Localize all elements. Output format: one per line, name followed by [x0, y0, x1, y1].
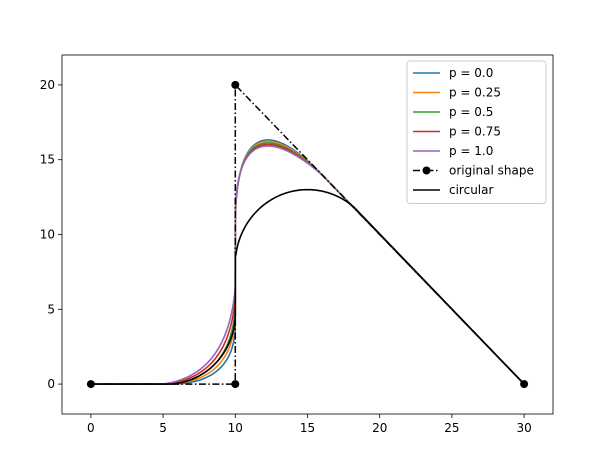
plot-curves: [90, 83, 525, 385]
series-line: [90, 145, 525, 385]
plot-markers: [86, 80, 529, 389]
original-shape-marker: [520, 380, 529, 389]
x-tick-label: 20: [372, 421, 387, 435]
legend-marker: [422, 166, 431, 175]
y-tick-label: 5: [47, 302, 55, 316]
x-tick-label: 0: [87, 421, 95, 435]
original-shape-marker: [86, 380, 95, 389]
y-tick-label: 0: [47, 377, 55, 391]
x-tick-label: 5: [159, 421, 167, 435]
legend-label: p = 0.0: [449, 66, 493, 80]
original-shape-marker: [231, 380, 240, 389]
x-tick-label: 30: [516, 421, 531, 435]
y-axis-ticks: 0 5 10 15 20: [40, 78, 62, 391]
y-tick-label: 15: [40, 153, 55, 167]
legend-label: circular: [449, 183, 493, 197]
legend-label: original shape: [449, 164, 534, 178]
x-tick-label: 25: [444, 421, 459, 435]
y-tick-label: 20: [40, 78, 55, 92]
original-shape-marker: [231, 80, 240, 89]
x-tick-label: 10: [228, 421, 243, 435]
y-tick-label: 10: [40, 228, 55, 242]
x-tick-label: 15: [300, 421, 315, 435]
legend-label: p = 1.0: [449, 144, 493, 158]
x-axis-ticks: 0 5 10 15 20 25 30: [87, 414, 532, 435]
legend-box: [406, 60, 547, 204]
legend: p = 0.0 p = 0.25 p = 0.5 p = 0.75 p = 1.0 ori…: [406, 60, 547, 204]
legend-label: p = 0.25: [449, 86, 501, 100]
legend-label: p = 0.75: [449, 125, 501, 139]
legend-label: p = 0.5: [449, 105, 493, 119]
series-line: [90, 188, 525, 385]
